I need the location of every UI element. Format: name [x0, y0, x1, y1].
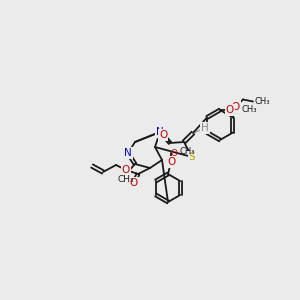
- Text: O: O: [226, 105, 234, 115]
- Text: CH₃: CH₃: [255, 97, 271, 106]
- Text: O: O: [159, 130, 167, 140]
- Text: CH₃: CH₃: [179, 148, 194, 157]
- Text: O: O: [167, 157, 175, 167]
- Text: CH₃: CH₃: [118, 175, 134, 184]
- Text: S: S: [189, 152, 195, 162]
- Text: O: O: [232, 101, 240, 112]
- Text: CH₃: CH₃: [242, 106, 257, 115]
- Text: N: N: [124, 148, 132, 158]
- Text: O: O: [130, 178, 138, 188]
- Text: O: O: [170, 148, 178, 158]
- Text: O: O: [122, 165, 130, 175]
- Text: N: N: [156, 127, 164, 137]
- Text: H: H: [201, 123, 209, 133]
